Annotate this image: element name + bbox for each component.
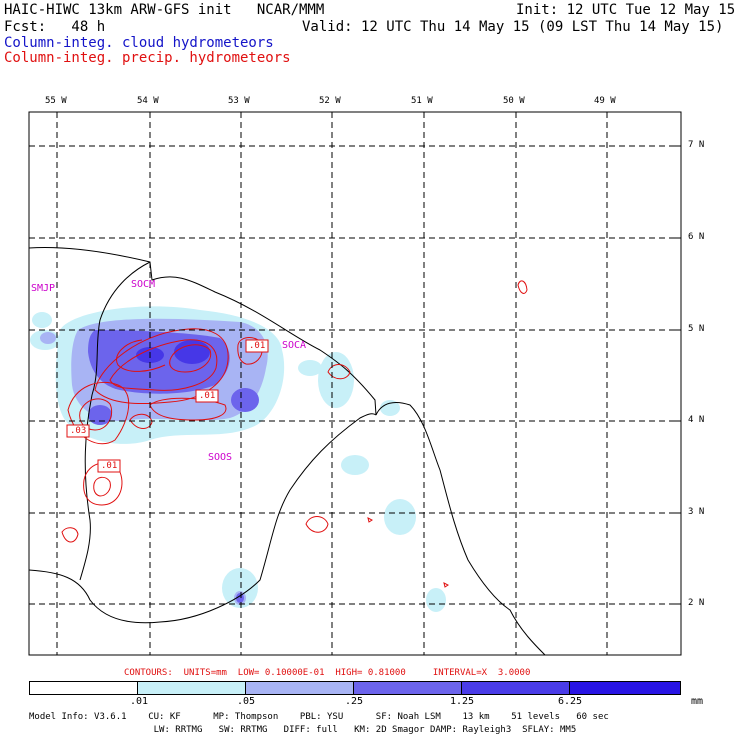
lat-label-3n: 3 N: [688, 507, 705, 517]
colorbar-segment: [569, 681, 681, 695]
coastlines: [29, 247, 546, 655]
lon-label-50w: 50 W: [503, 96, 525, 106]
init-time: Init: 12 UTC Tue 12 May 15: [516, 2, 736, 18]
graticule: [29, 112, 681, 655]
contour-label: .03: [70, 426, 87, 436]
colorbar-level: 6.25: [558, 696, 583, 707]
lon-label-54w: 54 W: [137, 96, 159, 106]
lat-label-2n: 2 N: [688, 598, 705, 608]
lat-label-7n: 7 N: [688, 140, 705, 150]
station-socm: SOCM: [131, 279, 156, 290]
contour-label: .01: [199, 391, 216, 401]
model-info-line1: Model Info: V3.6.1 CU: KF MP: Thompson P…: [29, 712, 609, 722]
colorbar-segment: [245, 681, 354, 695]
valid-time: Valid: 12 UTC Thu 14 May 15 (09 LST Thu …: [302, 19, 724, 35]
lon-label-55w: 55 W: [45, 96, 67, 106]
lat-label-6n: 6 N: [688, 232, 705, 242]
axis-ticks: [56, 112, 681, 605]
colorbar-level: .05: [237, 696, 256, 707]
station-smjp: SMJP: [31, 283, 56, 294]
colorbar-segment: [461, 681, 570, 695]
station-soca: SOCA: [282, 340, 307, 351]
colorbar-segment: [137, 681, 246, 695]
lat-label-4n: 4 N: [688, 415, 705, 425]
colorbar-segment: [29, 681, 138, 695]
lat-label-5n: 5 N: [688, 324, 705, 334]
legend-precip: Column-integ. precip. hydrometeors: [4, 50, 291, 66]
lon-label-51w: 51 W: [411, 96, 433, 106]
forecast-hour: Fcst: 48 h: [4, 19, 106, 35]
legend-cloud: Column-integ. cloud hydrometeors: [4, 35, 274, 51]
contour-label: .01: [101, 461, 118, 471]
model-info-line2: LW: RRTMG SW: RRTMG DIFF: full KM: 2D Sm…: [29, 725, 577, 735]
lon-label-53w: 53 W: [228, 96, 250, 106]
colorbar-segment: [353, 681, 462, 695]
station-soos: SOOS: [208, 452, 233, 463]
colorbar-unit: mm: [691, 696, 704, 707]
contours-info: CONTOURS: UNITS=mm LOW= 0.10000E-01 HIGH…: [124, 668, 531, 678]
model-title: HAIC-HIWC 13km ARW-GFS init NCAR/MMM: [4, 2, 325, 18]
contour-label: .01: [249, 341, 266, 351]
map-frame: [28, 111, 682, 656]
colorbar-level: .25: [345, 696, 364, 707]
shaded-fields: [30, 306, 446, 612]
colorbar-level: 1.25: [450, 696, 475, 707]
lon-label-52w: 52 W: [319, 96, 341, 106]
lon-label-49w: 49 W: [594, 96, 616, 106]
colorbar-level: .01: [130, 696, 149, 707]
contour-label-boxes: [66, 339, 269, 473]
